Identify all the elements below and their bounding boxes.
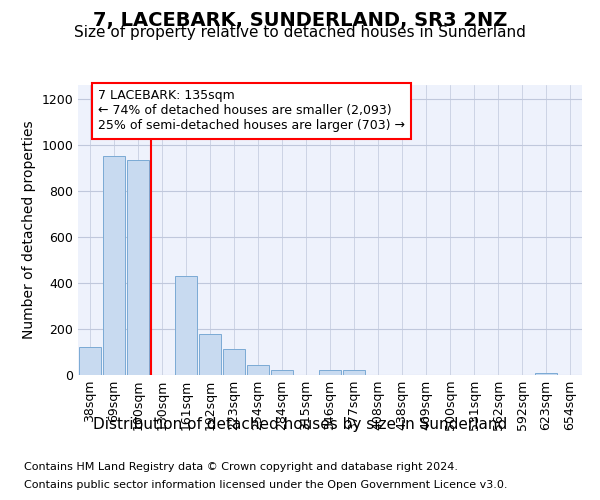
Bar xyxy=(103,156,125,375)
Text: Size of property relative to detached houses in Sunderland: Size of property relative to detached ho… xyxy=(74,25,526,40)
Bar xyxy=(79,348,101,375)
Bar xyxy=(175,276,197,375)
Bar xyxy=(319,370,341,375)
Bar xyxy=(535,372,557,375)
Bar xyxy=(199,334,221,375)
Text: Contains public sector information licensed under the Open Government Licence v3: Contains public sector information licen… xyxy=(24,480,508,490)
Bar xyxy=(223,348,245,375)
Text: Distribution of detached houses by size in Sunderland: Distribution of detached houses by size … xyxy=(93,418,507,432)
Text: 7, LACEBARK, SUNDERLAND, SR3 2NZ: 7, LACEBARK, SUNDERLAND, SR3 2NZ xyxy=(93,11,507,30)
Bar xyxy=(271,370,293,375)
Y-axis label: Number of detached properties: Number of detached properties xyxy=(22,120,36,340)
Bar xyxy=(343,370,365,375)
Bar xyxy=(127,160,149,375)
Bar xyxy=(247,364,269,375)
Text: Contains HM Land Registry data © Crown copyright and database right 2024.: Contains HM Land Registry data © Crown c… xyxy=(24,462,458,472)
Text: 7 LACEBARK: 135sqm
← 74% of detached houses are smaller (2,093)
25% of semi-deta: 7 LACEBARK: 135sqm ← 74% of detached hou… xyxy=(98,90,405,132)
